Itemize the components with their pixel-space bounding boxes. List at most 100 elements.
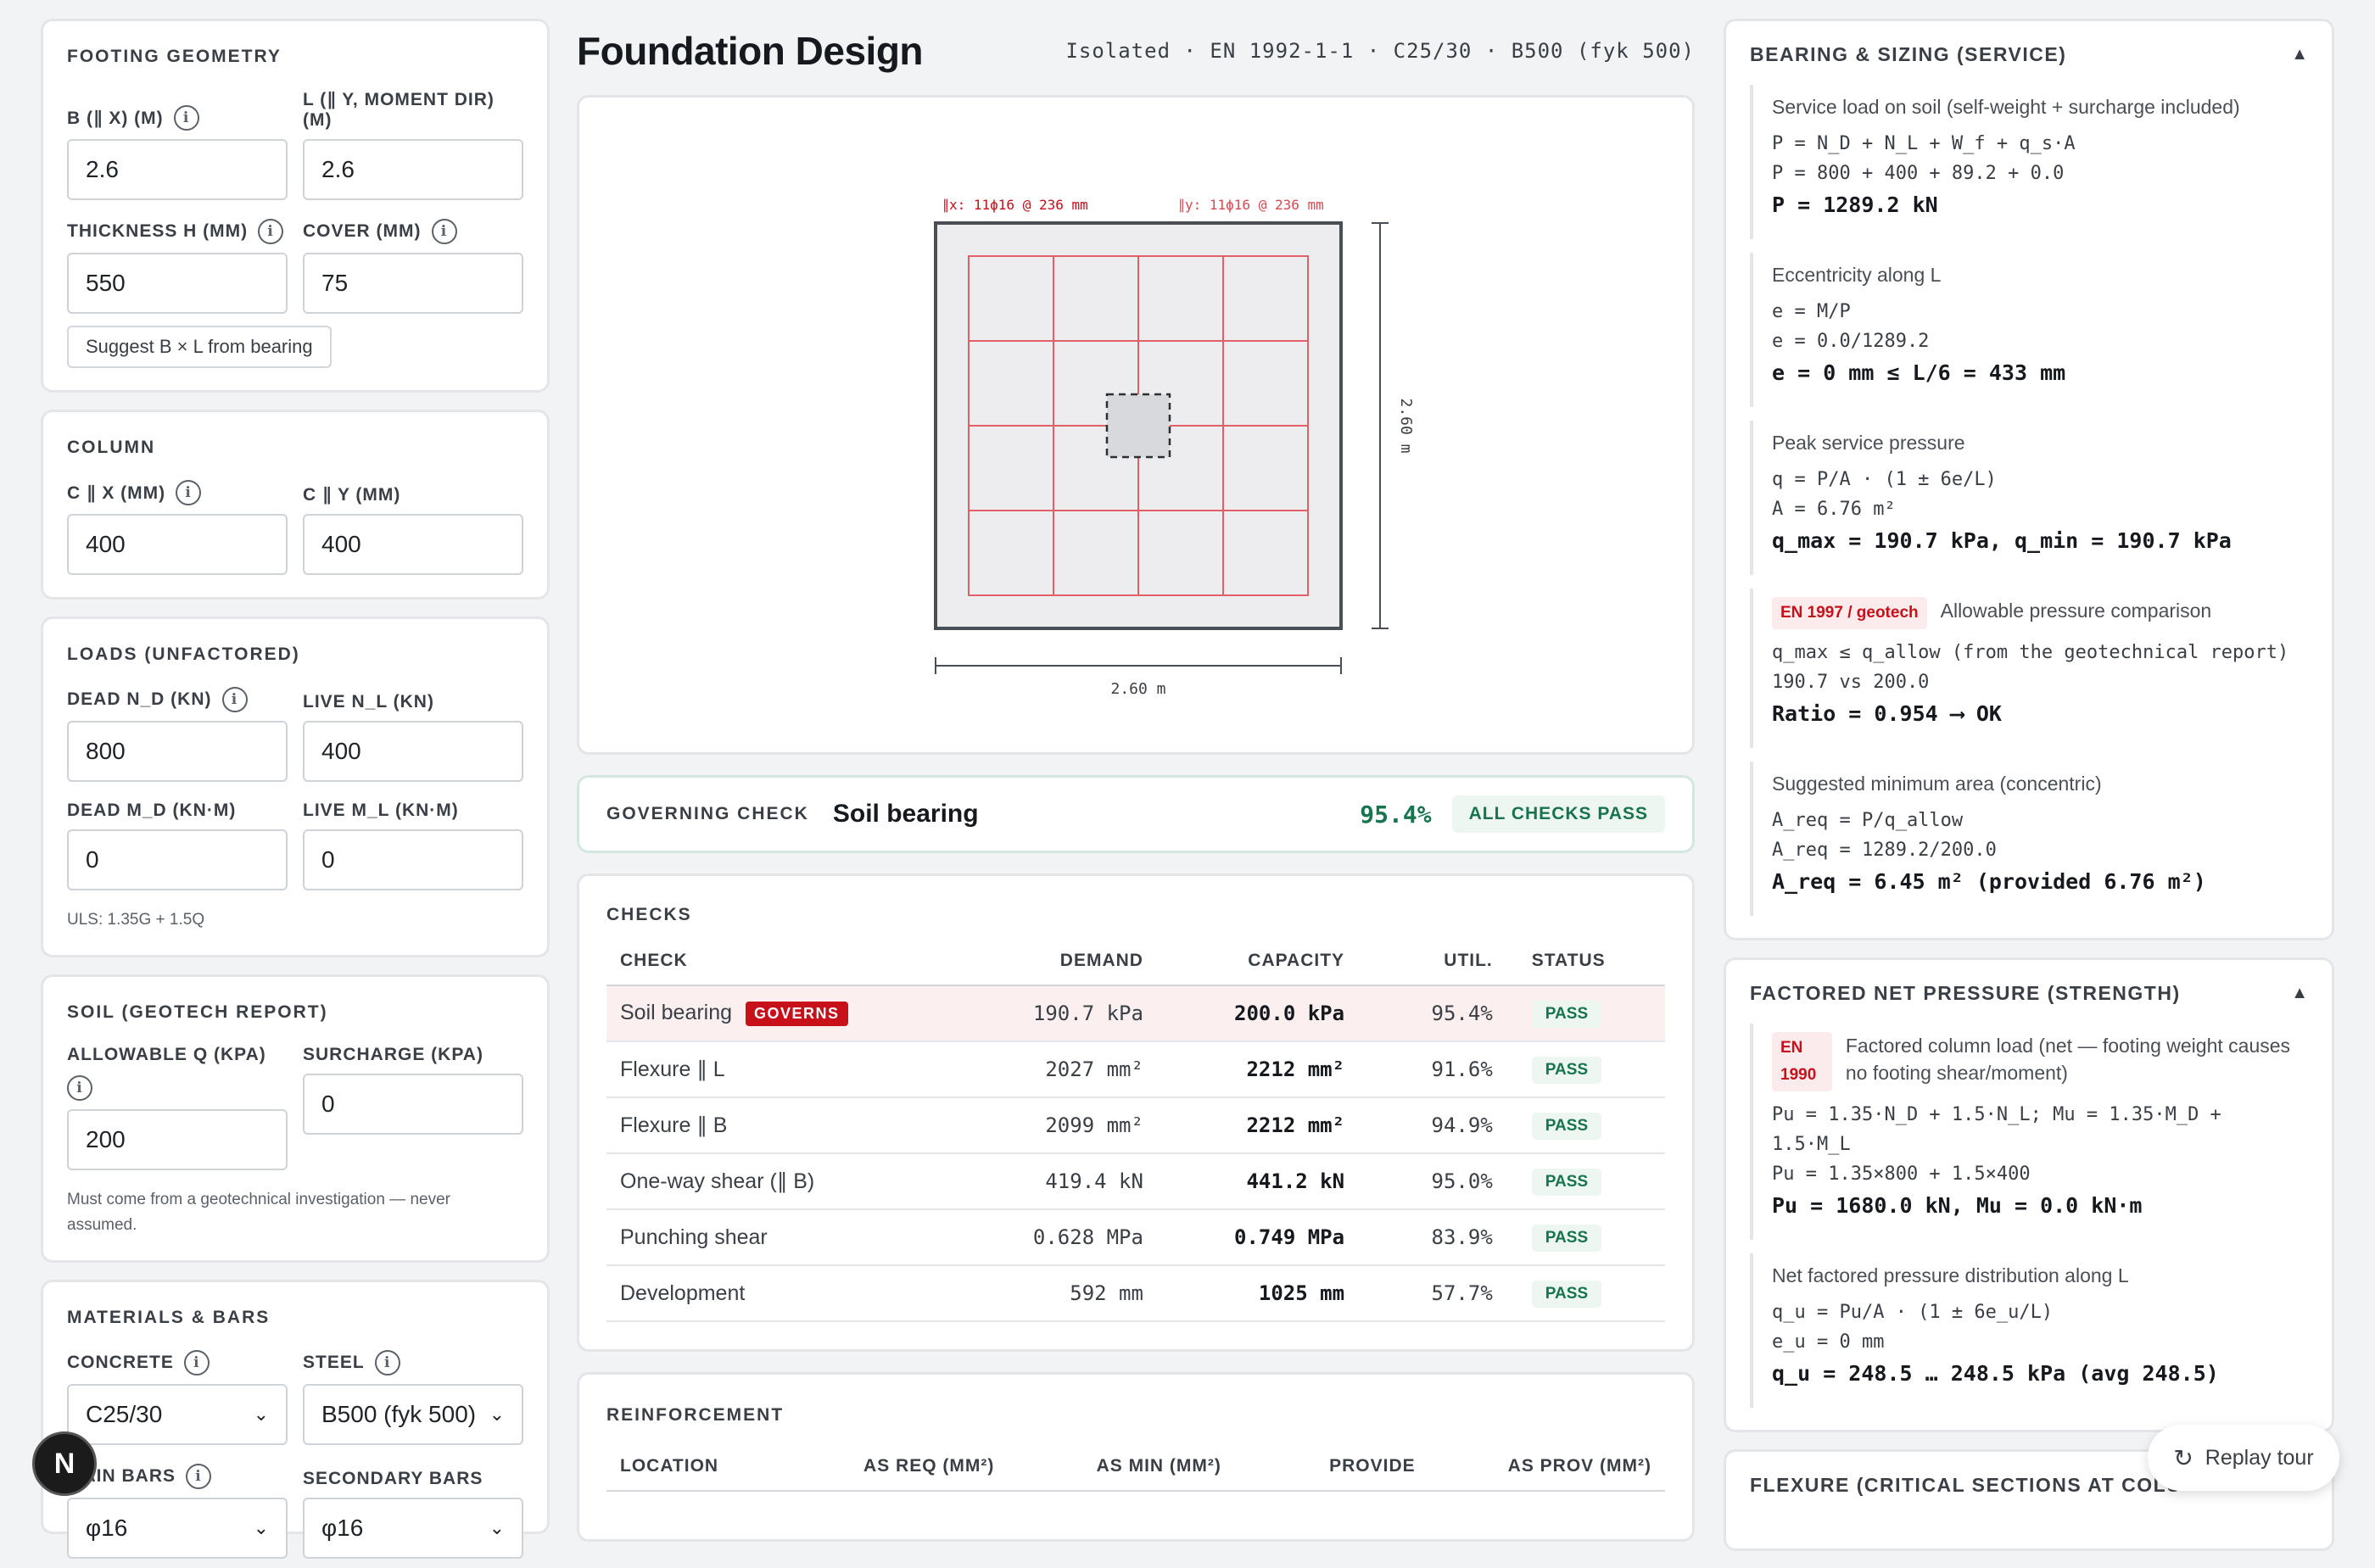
chevron-down-icon: ⌄: [489, 1517, 505, 1538]
steel-select[interactable]: B500 (fyk 500) ⌄: [303, 1384, 523, 1445]
capacity-cell: 2212 mm²: [1156, 1041, 1359, 1098]
dead-md-input[interactable]: 0: [67, 829, 288, 890]
section-title: FACTORED NET PRESSURE (STRENGTH): [1750, 982, 2181, 1004]
governing-check-bar: GOVERNING CHECK Soil bearing 95.4% ALL C…: [577, 775, 1695, 853]
live-ml-input[interactable]: 0: [303, 829, 523, 890]
page-title: Foundation Design: [577, 29, 924, 73]
formula-line: A_req = 1289.2/200.0: [1772, 840, 1997, 861]
step-description: Eccentricity along L: [1772, 264, 1942, 286]
cy-label: C ∥ Y (MM): [303, 485, 401, 505]
dead-md-label: DEAD M_D (KN·M): [67, 801, 237, 820]
info-icon[interactable]: i: [374, 1350, 400, 1375]
step-description: Suggested minimum area (concentric): [1772, 773, 2102, 795]
table-row[interactable]: Flexure ∥ L 2027 mm² 2212 mm² 91.6% PASS: [606, 1041, 1665, 1098]
info-icon[interactable]: i: [186, 1464, 211, 1489]
table-header-row: CHECK DEMAND CAPACITY UTIL. STATUS: [606, 951, 1665, 986]
cy-input[interactable]: 400: [303, 514, 523, 575]
demand-cell: 592 mm: [966, 1265, 1157, 1322]
info-icon[interactable]: i: [176, 480, 202, 505]
live-nl-input[interactable]: 400: [303, 721, 523, 782]
formula-line: q_max ≤ q_allow (from the geotechnical r…: [1772, 642, 2289, 663]
bars-y-label: ∥y: 11ϕ16 @ 236 mm: [1178, 197, 1324, 213]
calc-step: Service load on soil (self-weight + surc…: [1750, 85, 2308, 239]
dead-nd-label: DEAD N_D (KN): [67, 689, 212, 709]
suggest-size-button[interactable]: Suggest B × L from bearing: [67, 326, 332, 368]
dimension-b: [935, 657, 1342, 674]
calc-step: Peak service pressure q = P/A · (1 ± 6e/…: [1750, 421, 2308, 575]
soil-card: SOIL (GEOTECH REPORT) ALLOWABLE Q (KPA) i…: [41, 974, 550, 1263]
section-title: BEARING & SIZING (SERVICE): [1750, 43, 2067, 65]
table-row[interactable]: Punching shear 0.628 MPa 0.749 MPa 83.9%…: [606, 1209, 1665, 1266]
section-header[interactable]: FLEXURE (CRITICAL SECTIONS AT COLU: [1750, 1474, 2308, 1497]
check-name: Flexure ∥ L: [606, 1041, 967, 1098]
status-badge: ALL CHECKS PASS: [1451, 795, 1665, 833]
b-input[interactable]: 2.6: [67, 139, 288, 200]
dead-nd-input[interactable]: 800: [67, 721, 288, 782]
info-icon[interactable]: i: [183, 1350, 210, 1375]
collapse-caret-icon[interactable]: ▲: [2291, 45, 2308, 64]
info-icon[interactable]: i: [258, 219, 284, 244]
demand-cell: 2099 mm²: [966, 1097, 1157, 1154]
column-header: DEMAND: [966, 951, 1157, 986]
governs-badge: GOVERNS: [746, 1001, 848, 1026]
l-input[interactable]: 2.6: [303, 139, 523, 200]
util-cell: 95.0%: [1358, 1153, 1506, 1210]
table-row[interactable]: Flexure ∥ B 2099 mm² 2212 mm² 94.9% PASS: [606, 1097, 1665, 1154]
demand-cell: 0.628 MPa: [966, 1209, 1157, 1266]
demand-cell: 2027 mm²: [966, 1041, 1157, 1098]
step-description: Service load on soil (self-weight + surc…: [1772, 96, 2240, 118]
column-header: LOCATION: [606, 1456, 851, 1492]
check-name: Soil bearing: [620, 1001, 733, 1025]
thickness-input[interactable]: 550: [67, 253, 288, 314]
dimension-b-label: 2.60 m: [1110, 680, 1165, 698]
secondary-bars-label: SECONDARY BARS: [303, 1469, 483, 1488]
card-title: FOOTING GEOMETRY: [67, 47, 282, 66]
section-header[interactable]: FACTORED NET PRESSURE (STRENGTH) ▲: [1750, 982, 2308, 1005]
surcharge-input[interactable]: 0: [303, 1074, 523, 1135]
concrete-value: C25/30: [86, 1401, 163, 1427]
step-description: Peak service pressure: [1772, 432, 1965, 454]
table-row[interactable]: One-way shear (∥ B) 419.4 kN 441.2 kN 95…: [606, 1153, 1665, 1210]
info-icon[interactable]: i: [221, 687, 248, 712]
column-header: AS PROV (MM²): [1484, 1456, 1665, 1492]
main-panel: Foundation Design Isolated · EN 1992-1-1…: [577, 19, 1695, 1542]
replay-tour-button[interactable]: ↻ Replay tour: [2148, 1425, 2339, 1491]
step-description: Allowable pressure comparison: [1940, 600, 2212, 622]
logo-letter: N: [53, 1447, 75, 1480]
info-icon[interactable]: i: [431, 219, 457, 244]
info-icon[interactable]: i: [173, 105, 199, 131]
check-name: Punching shear: [606, 1209, 967, 1266]
capacity-cell: 2212 mm²: [1156, 1097, 1359, 1154]
formula-line: P = 800 + 400 + 89.2 + 0.0: [1772, 163, 2065, 184]
section-header[interactable]: BEARING & SIZING (SERVICE) ▲: [1750, 43, 2308, 66]
governing-value: Soil bearing: [832, 800, 979, 828]
input-panel: FOOTING GEOMETRY B (∥ X) (M) i 2.6 L (∥ Y…: [41, 19, 550, 1559]
card-title: REINFORCEMENT: [606, 1405, 785, 1425]
materials-card: MATERIALS & BARS CONCRETE i C25/30 ⌄ STEEL…: [41, 1280, 550, 1559]
reinforcement-card: REINFORCEMENT LOCATION AS REQ (MM²) AS M…: [577, 1372, 1695, 1542]
card-title: MATERIALS & BARS: [67, 1308, 271, 1327]
secondary-bars-select[interactable]: φ16 ⌄: [303, 1498, 523, 1559]
info-icon[interactable]: i: [67, 1075, 92, 1101]
main-bars-select[interactable]: φ16 ⌄: [67, 1498, 288, 1559]
loads-card: LOADS (UNFACTORED) DEAD N_D (KN) i 800 LI…: [41, 617, 550, 957]
collapse-caret-icon[interactable]: ▲: [2291, 984, 2308, 1002]
formula-result: Pu = 1680.0 kN, Mu = 0.0 kN·m: [1772, 1193, 2143, 1218]
calc-step: EN 1997 / geotech Allowable pressure comp…: [1750, 589, 2308, 748]
capacity-cell: 0.749 MPa: [1156, 1209, 1359, 1266]
chevron-down-icon: ⌄: [489, 1403, 505, 1425]
table-row[interactable]: Development 592 mm 1025 mm 57.7% PASS: [606, 1265, 1665, 1322]
util-cell: 57.7%: [1358, 1265, 1506, 1322]
cover-input[interactable]: 75: [303, 253, 523, 314]
table-row[interactable]: Soil bearing GOVERNS 190.7 kPa 200.0 kPa …: [606, 985, 1665, 1042]
pass-badge: PASS: [1531, 1224, 1602, 1252]
factored-pressure-card: FACTORED NET PRESSURE (STRENGTH) ▲ EN 19…: [1724, 957, 2334, 1432]
framework-logo-badge[interactable]: N: [32, 1431, 97, 1496]
allowable-q-input[interactable]: 200: [67, 1109, 288, 1170]
replay-label: Replay tour: [2205, 1445, 2314, 1470]
concrete-select[interactable]: C25/30 ⌄: [67, 1384, 288, 1445]
formula-line: Pu = 1.35·N_D + 1.5·N_L; Mu = 1.35·M_D +…: [1772, 1104, 2221, 1155]
cx-input[interactable]: 400: [67, 514, 288, 575]
footing-plan-card: ∥x: 11ϕ16 @ 236 mm ∥y: 11ϕ16 @ 236 mm 2.…: [577, 95, 1695, 755]
design-spec: Isolated · EN 1992-1-1 · C25/30 · B500 (…: [1065, 39, 1695, 63]
